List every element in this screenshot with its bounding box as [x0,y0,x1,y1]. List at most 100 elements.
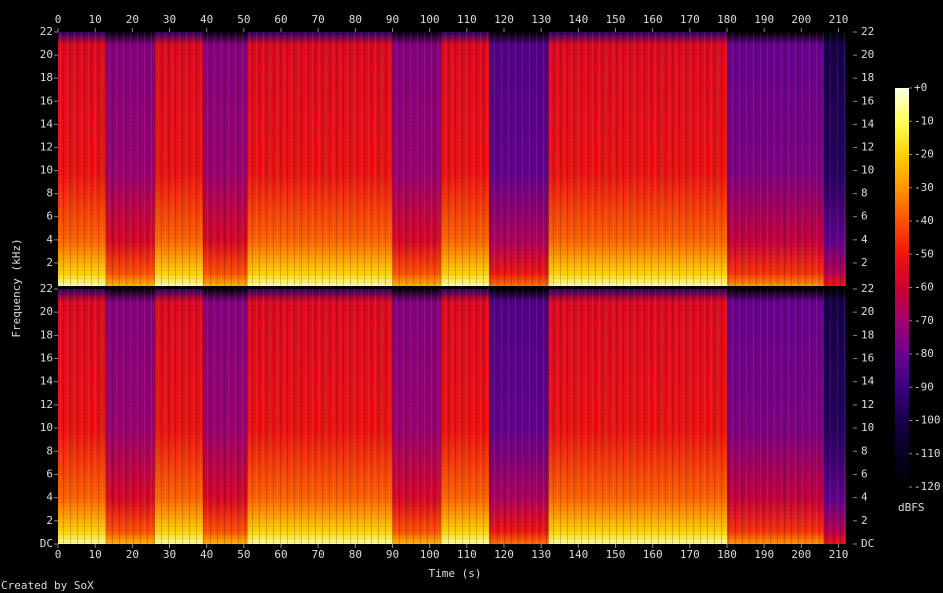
x-tick-label: 10 [89,548,102,561]
x-tick-label-top: 150 [606,13,626,26]
x-tick-label: 60 [274,548,287,561]
y-tick-label-right: 10 [861,164,874,177]
texture [202,289,248,544]
x-tick-label-top: 0 [55,13,62,26]
x-tick-label-top: 80 [349,13,362,26]
x-tick-label: 180 [717,548,737,561]
y-tick-label: DC [40,537,53,550]
y-tick-label: 18 [40,71,53,84]
colorbar-tick-label: -30 [914,181,934,194]
y-tick-label-right: 10 [861,421,874,434]
x-axis-label: Time (s) [429,567,482,580]
y-tick-label: 12 [40,398,53,411]
colorbar-tick-label: +0 [914,81,927,94]
x-tick-label-top: 170 [680,13,700,26]
y-tick-label: 10 [40,164,53,177]
y-tick-label: 4 [46,491,53,504]
texture [154,289,203,544]
y-tick-label: 16 [40,94,53,107]
y-tick-label-right: 22 [861,282,874,295]
x-tick-label-top: 160 [643,13,663,26]
texture [823,32,846,286]
y-tick-label: 14 [40,117,54,130]
texture [489,289,549,544]
texture [440,289,490,544]
y-tick-label: 16 [40,352,53,365]
x-tick-label: 30 [163,548,176,561]
x-tick-label-top: 50 [237,13,250,26]
y-tick-label-right: 14 [861,117,875,130]
x-tick-label-top: 110 [457,13,477,26]
y-tick-label: 10 [40,421,53,434]
y-tick-label-right: 20 [861,48,874,61]
colorbar-tick-label: -60 [914,281,934,294]
y-tick-label-right: 20 [861,305,874,318]
y-tick-label: 8 [46,187,53,200]
texture [440,32,490,286]
colorbar-tick-label: -10 [914,114,934,127]
x-tick-label: 150 [606,548,626,561]
x-tick-label: 210 [829,548,849,561]
x-tick-label: 110 [457,548,477,561]
texture [489,32,549,286]
texture [154,32,203,286]
colorbar-tick-label: -70 [914,314,934,327]
x-tick-label: 200 [791,548,811,561]
y-tick-label-right: 4 [861,233,868,246]
y-tick-label-right: 14 [861,375,875,388]
x-tick-label: 40 [200,548,213,561]
x-tick-label: 90 [386,548,399,561]
texture [727,32,824,286]
texture [823,289,846,544]
x-tick-label: 170 [680,548,700,561]
y-tick-label-right: 22 [861,25,874,38]
colorbar-tick-label: -80 [914,347,934,360]
x-tick-label: 100 [420,548,440,561]
texture [247,32,300,286]
x-tick-label: 20 [126,548,139,561]
x-tick-label: 120 [494,548,514,561]
colorbar [895,88,909,487]
x-tick-label-top: 210 [829,13,849,26]
x-tick-label: 130 [531,548,551,561]
x-tick-label: 140 [568,548,588,561]
y-tick-label-right: 12 [861,398,874,411]
x-tick-label-top: 200 [791,13,811,26]
y-axis-label: Frequency (kHz) [10,238,23,337]
y-tick-label: 6 [46,210,53,223]
y-tick-label: 20 [40,305,53,318]
y-tick-label: 20 [40,48,53,61]
x-tick-label-top: 140 [568,13,588,26]
texture [392,32,441,286]
colorbar-tick-label: -20 [914,148,934,161]
y-tick-label: 12 [40,140,53,153]
x-tick-label-top: 70 [312,13,325,26]
x-tick-label: 0 [55,548,62,561]
x-tick-label-top: 100 [420,13,440,26]
y-tick-label: 2 [46,514,53,527]
texture [299,289,393,544]
x-tick-label-top: 10 [89,13,102,26]
y-tick-label-right: 6 [861,210,868,223]
x-tick-label: 50 [237,548,250,561]
x-tick-label-top: 90 [386,13,399,26]
texture [58,32,107,286]
texture [299,32,393,286]
texture [392,289,441,544]
colorbar-tick-label: -110 [914,447,941,460]
y-tick-label: 4 [46,233,53,246]
y-tick-label: 22 [40,282,53,295]
colorbar-tick-label: -120 [914,480,941,493]
colorbar-tick-label: -50 [914,247,934,260]
x-tick-label-top: 60 [274,13,287,26]
y-tick-label-right: 2 [861,514,868,527]
x-tick-label: 190 [754,548,774,561]
x-tick-label-top: 120 [494,13,514,26]
y-tick-label-right: 12 [861,140,874,153]
y-tick-label: 2 [46,256,53,269]
y-tick-label-right: 6 [861,467,868,480]
texture [106,32,155,286]
texture [727,289,824,544]
x-tick-label: 80 [349,548,362,561]
y-tick-label: 14 [40,375,54,388]
